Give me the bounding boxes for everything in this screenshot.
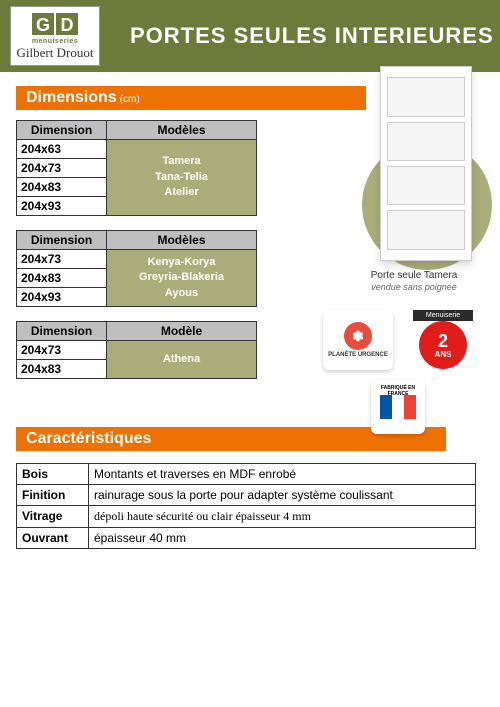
char-value: Montants et traverses en MDF enrobé <box>89 464 476 485</box>
badge-planete-urgence: ✽ PLANÈTE URGENCE <box>323 310 393 370</box>
dim-cell: 204x93 <box>17 197 107 216</box>
dimensions-banner: Dimensions (cm) <box>16 86 366 110</box>
table-row: Finition rainurage sous la porte pour ad… <box>17 485 476 506</box>
dimensions-table-3: Dimension Modèle 204x73 Athena 204x83 <box>16 321 257 379</box>
char-value: dépoli haute sécurité ou clair épaisseur… <box>89 506 476 528</box>
door-caption: Porte seule Tamera vendue sans poignée <box>344 270 484 293</box>
char-label: Bois <box>17 464 89 485</box>
garantie-years: 2 <box>438 332 448 350</box>
char-label: Vitrage <box>17 506 89 528</box>
col-dimension: Dimension <box>17 231 107 250</box>
model-cell: Tamera Tana-Telia Atelier <box>107 140 257 216</box>
char-label: Finition <box>17 485 89 506</box>
door-pane <box>387 166 465 206</box>
dim-cell: 204x83 <box>17 269 107 288</box>
dimensions-unit: (cm) <box>120 94 140 105</box>
door-pane <box>387 122 465 162</box>
dim-cell: 204x73 <box>17 159 107 178</box>
garantie-header: Menuiserie <box>413 310 473 321</box>
badge-fabrique-france: FABRIQUÉ EN FRANCE <box>371 380 425 434</box>
dimensions-table-1: Dimension Modèles 204x63 Tamera Tana-Tel… <box>16 120 257 216</box>
france-label: FABRIQUÉ EN FRANCE <box>371 385 425 397</box>
brand-logo: G D menuiseries Gilbert Drouot <box>10 6 100 66</box>
door-illustration <box>380 66 472 261</box>
france-flag-icon <box>380 395 416 419</box>
col-dimension: Dimension <box>17 121 107 140</box>
door-caption-sub: vendue sans poignée <box>344 282 484 293</box>
logo-letter-d: D <box>55 12 79 36</box>
model-cell: Athena <box>107 341 257 379</box>
dim-cell: 204x73 <box>17 250 107 269</box>
dim-cell: 204x83 <box>17 178 107 197</box>
char-value: épaisseur 40 mm <box>89 528 476 549</box>
garantie-circle: 2 ANS <box>419 321 467 369</box>
logo-subtext: menuiseries <box>32 38 78 45</box>
dimensions-title: Dimensions <box>26 89 117 107</box>
col-model: Modèles <box>107 121 257 140</box>
dim-cell: 204x63 <box>17 140 107 159</box>
dim-cell: 204x93 <box>17 288 107 307</box>
char-label: Ouvrant <box>17 528 89 549</box>
dim-cell: 204x73 <box>17 341 107 360</box>
planete-icon: ✽ <box>344 322 372 350</box>
dim-cell: 204x83 <box>17 360 107 379</box>
door-caption-title: Porte seule Tamera <box>344 270 484 282</box>
door-pane <box>387 210 465 250</box>
logo-script: Gilbert Drouot <box>17 45 94 61</box>
page-title: PORTES SEULES INTERIEURES <box>130 23 494 49</box>
col-model: Modèle <box>107 322 257 341</box>
garantie-unit: ANS <box>435 350 452 359</box>
col-model: Modèles <box>107 231 257 250</box>
planete-label: PLANÈTE URGENCE <box>328 352 388 358</box>
badge-garantie: Menuiserie 2 ANS <box>413 310 473 370</box>
model-cell: Kenya-Korya Greyria-Blakeria Ayous <box>107 250 257 307</box>
table-row: Ouvrant épaisseur 40 mm <box>17 528 476 549</box>
col-dimension: Dimension <box>17 322 107 341</box>
char-value: rainurage sous la porte pour adapter sys… <box>89 485 476 506</box>
dimensions-table-2: Dimension Modèles 204x73 Kenya-Korya Gre… <box>16 230 257 307</box>
logo-letter-g: G <box>31 12 55 36</box>
header: G D menuiseries Gilbert Drouot PORTES SE… <box>0 0 500 72</box>
door-pane <box>387 77 465 117</box>
badges-area: ✽ PLANÈTE URGENCE Menuiserie 2 ANS FABRI… <box>318 310 478 434</box>
characteristics-table: Bois Montants et traverses en MDF enrobé… <box>16 463 476 549</box>
table-row: Bois Montants et traverses en MDF enrobé <box>17 464 476 485</box>
table-row: Vitrage dépoli haute sécurité ou clair é… <box>17 506 476 528</box>
